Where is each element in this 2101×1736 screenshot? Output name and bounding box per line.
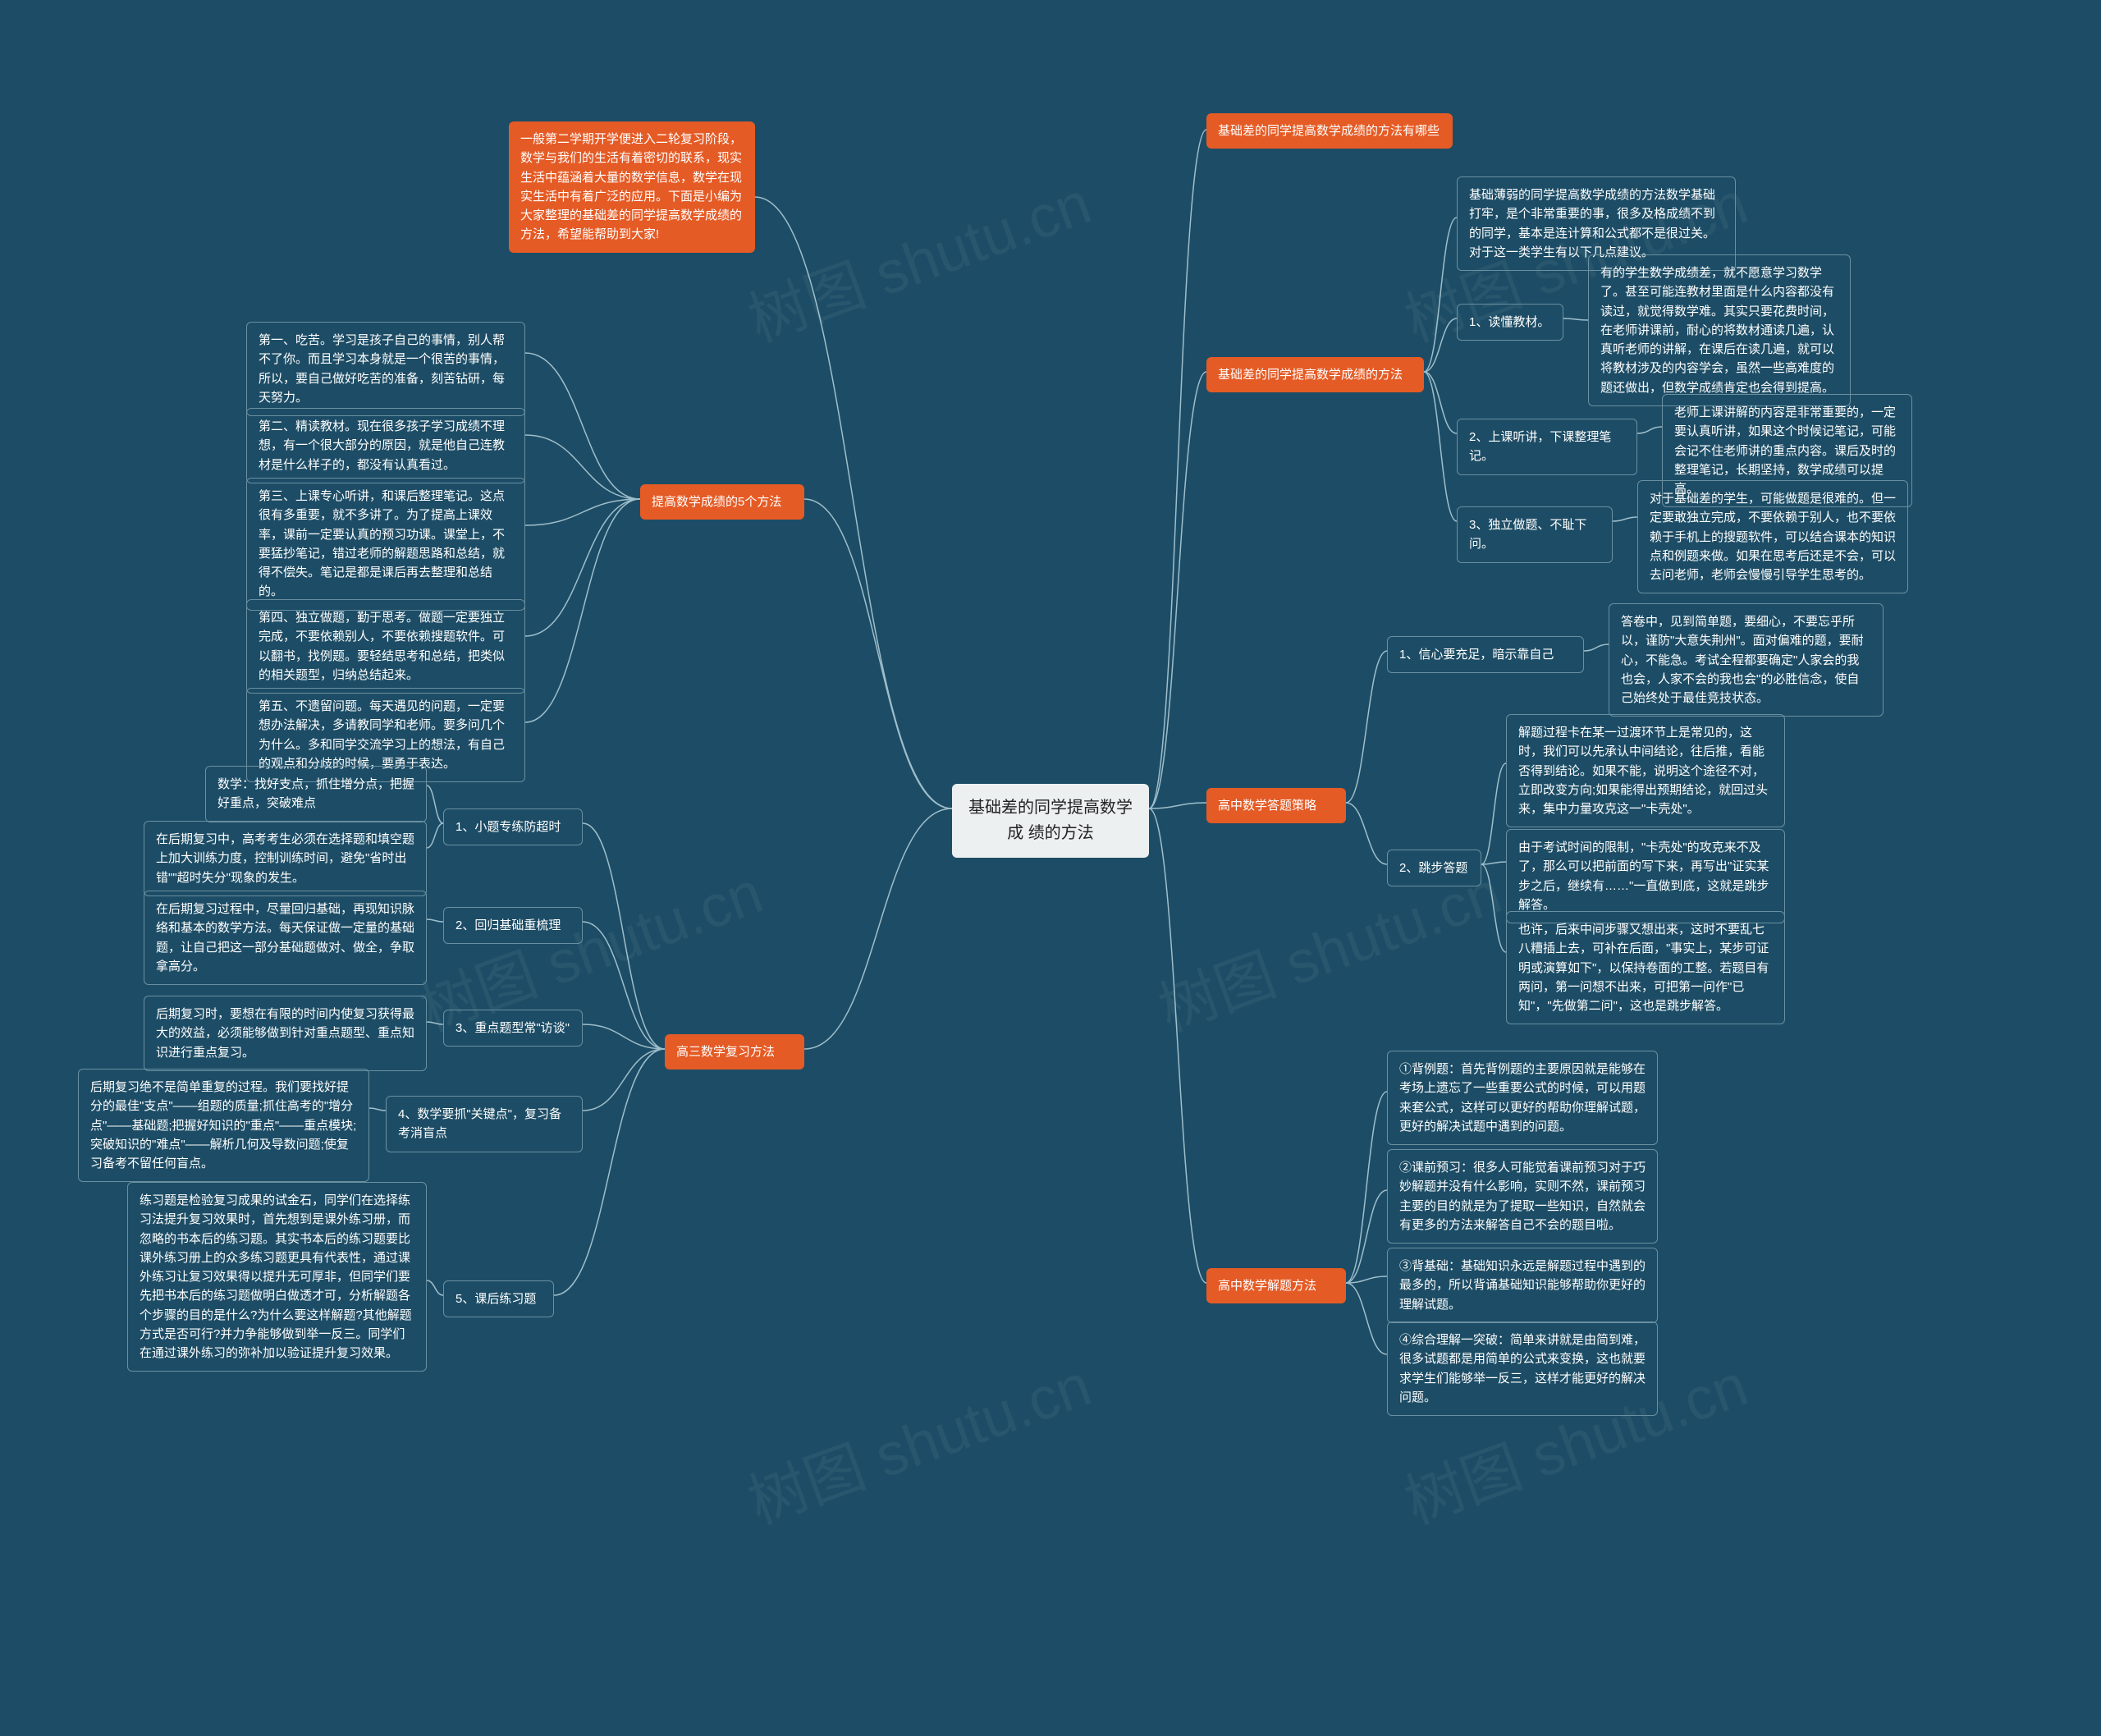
left.b2.children.0.sub.0[interactable]: 数学：找好支点，抓住增分点，把握好重点，突破难点 bbox=[205, 766, 427, 822]
right.b6.children.1[interactable]: ②课前预习：很多人可能觉着课前预习对于巧妙解题并没有什么影响，实则不然，课前预习… bbox=[1387, 1149, 1658, 1244]
left.b2.children.0[interactable]: 1、小题专练防超时 bbox=[443, 808, 583, 845]
right.b5.children.1.sub.0[interactable]: 解题过程卡在某一过渡环节上是常见的，这时，我们可以先承认中间结论，往后推，看能否… bbox=[1506, 714, 1785, 827]
watermark: 树图 shutu.cn bbox=[735, 1337, 1101, 1541]
left.b2.children.3.sub.0[interactable]: 后期复习绝不是简单重复的过程。我们要找好提分的最佳"支点"——组题的质量;抓住高… bbox=[78, 1069, 369, 1182]
right.b4.children.1[interactable]: 1、读懂教材。 bbox=[1457, 304, 1563, 341]
right.b6.children.2[interactable]: ③背基础：基础知识永远是解题过程中遇到的最多的，所以背诵基础知识能够帮助你更好的… bbox=[1387, 1248, 1658, 1323]
left.b2.children.4[interactable]: 5、课后练习题 bbox=[443, 1280, 554, 1317]
right.b4.children.1.sub.0[interactable]: 有的学生数学成绩差，就不愿意学习数学了。甚至可能连教材里面是什么内容都没有读过，… bbox=[1588, 254, 1851, 406]
left.b1.children.1[interactable]: 第二、精读教材。现在很多孩子学习成绩不理想，有一个很大部分的原因，就是他自己连教… bbox=[246, 408, 525, 483]
left.b2.children.1.sub.0[interactable]: 在后期复习过程中，尽量回归基础，再现知识脉络和基本的数学方法。每天保证做一定量的… bbox=[144, 891, 427, 985]
right.b4.children.3[interactable]: 3、独立做题、不耻下问。 bbox=[1457, 506, 1613, 563]
left.b1.children.0[interactable]: 第一、吃苦。学习是孩子自己的事情，别人帮不了你。而且学习本身就是一个很苦的事情，… bbox=[246, 322, 525, 416]
right.b6[interactable]: 高中数学解题方法 bbox=[1206, 1268, 1346, 1303]
left.b2.children.0.sub.1[interactable]: 在后期复习中，高考考生必须在选择题和填空题上加大训练力度，控制训练时间，避免"省… bbox=[144, 821, 427, 896]
right.b5[interactable]: 高中数学答题策略 bbox=[1206, 788, 1346, 823]
left.b2.children.1[interactable]: 2、回归基础重梳理 bbox=[443, 907, 583, 944]
left.b1.children.2[interactable]: 第三、上课专心听讲，和课后整理笔记。这点很有多重要，就不多讲了。为了提高上课效率… bbox=[246, 478, 525, 611]
left.b2.children.3[interactable]: 4、数学要抓"关键点"，复习备考消盲点 bbox=[386, 1096, 583, 1152]
watermark: 树图 shutu.cn bbox=[735, 155, 1101, 359]
root-node[interactable]: 基础差的同学提高数学成 绩的方法 bbox=[952, 784, 1149, 858]
left.b2.children.2[interactable]: 3、重点题型常"访谈" bbox=[443, 1010, 583, 1047]
right.b4.children.2[interactable]: 2、上课听讲，下课整理笔记。 bbox=[1457, 419, 1637, 475]
right.b5.children.1.sub.1[interactable]: 由于考试时间的限制，"卡壳处"的攻克来不及了，那么可以把前面的写下来，再写出"证… bbox=[1506, 829, 1785, 923]
right.b5.children.0[interactable]: 1、信心要充足，暗示靠自己 bbox=[1387, 636, 1584, 673]
right.b4.children.3.sub.0[interactable]: 对于基础差的学生，可能做题是很难的。但一定要敢独立完成，不要依赖于别人，也不要依… bbox=[1637, 480, 1908, 593]
right.b4[interactable]: 基础差的同学提高数学成绩的方法 bbox=[1206, 357, 1424, 392]
left.b2.children.4.sub.0[interactable]: 练习题是检验复习成果的试金石，同学们在选择练习法提升复习效果时，首先想到是课外练… bbox=[127, 1182, 427, 1372]
left.intro[interactable]: 一般第二学期开学便进入二轮复习阶段，数学与我们的生活有着密切的联系，现实生活中蕴… bbox=[509, 121, 755, 253]
left.b2.children.2.sub.0[interactable]: 后期复习时，要想在有限的时间内使复习获得最大的效益，必须能够做到针对重点题型、重… bbox=[144, 996, 427, 1071]
right.b6.children.0[interactable]: ①背例题：首先背例题的主要原因就是能够在考场上遗忘了一些重要公式的时候，可以用题… bbox=[1387, 1051, 1658, 1145]
right.b3[interactable]: 基础差的同学提高数学成绩的方法有哪些 bbox=[1206, 113, 1453, 149]
right.b5.children.1[interactable]: 2、跳步答题 bbox=[1387, 850, 1481, 886]
left.b1.children.3[interactable]: 第四、独立做题，勤于思考。做题一定要独立完成，不要依赖别人，不要依赖搜题软件。可… bbox=[246, 599, 525, 694]
left.b2[interactable]: 高三数学复习方法 bbox=[665, 1034, 804, 1070]
right.b5.children.0.sub.0[interactable]: 答卷中，见到简单题，要细心，不要忘乎所以，谨防"大意失荆州"。面对偏难的题，要耐… bbox=[1609, 603, 1884, 717]
right.b6.children.3[interactable]: ④综合理解一突破：简单来讲就是由简到难，很多试题都是用简单的公式来变换，这也就要… bbox=[1387, 1321, 1658, 1416]
left.b1[interactable]: 提高数学成绩的5个方法 bbox=[640, 484, 804, 520]
right.b5.children.1.sub.2[interactable]: 也许，后来中间步骤又想出来，这时不要乱七八糟插上去，可补在后面，"事实上，某步可… bbox=[1506, 911, 1785, 1024]
